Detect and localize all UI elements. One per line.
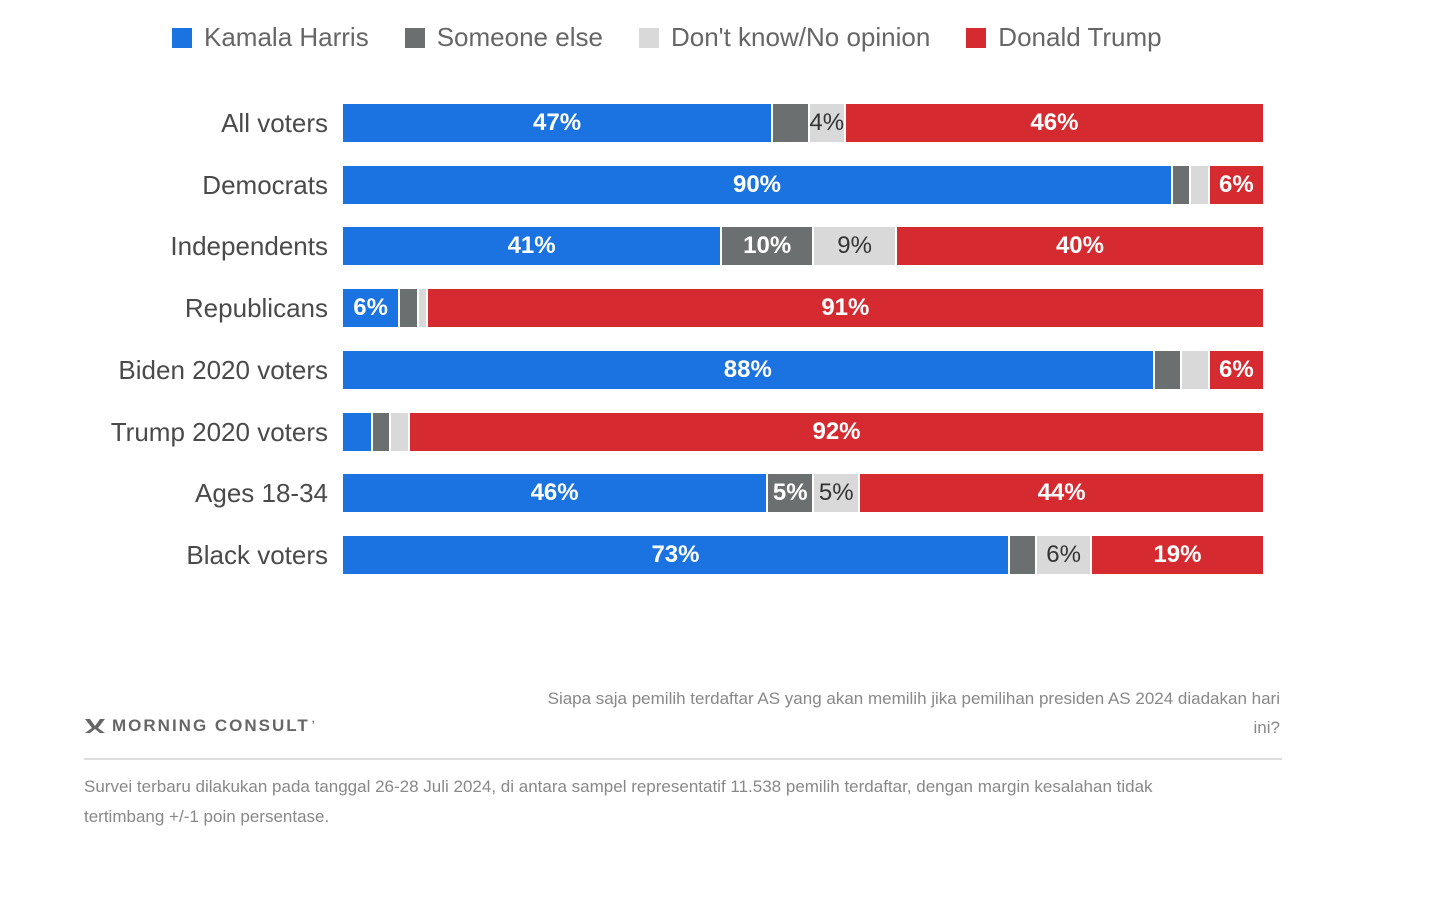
data-label: 6% <box>1219 170 1254 198</box>
category-label: Black voters <box>186 539 328 570</box>
data-label: 92% <box>812 417 861 445</box>
data-label: 6% <box>1046 540 1081 568</box>
bar-row: Black voters 73% 6% 19% <box>0 535 1440 574</box>
bar-segment-harris: 46% <box>343 474 767 513</box>
stacked-bar: 88% 6% <box>343 350 1263 389</box>
category-label: Trump 2020 voters <box>110 416 328 447</box>
bar-segment-dk: 5% <box>812 474 859 513</box>
bar-segment-trump: 92% <box>408 412 1263 451</box>
morning-consult-logo: MORNING CONSULT ʼ <box>84 716 315 736</box>
legend-label-trump: Donald Trump <box>998 22 1162 52</box>
data-label: 4% <box>809 109 845 136</box>
data-label: 5% <box>818 479 854 507</box>
bar-segment-trump: 40% <box>894 227 1263 266</box>
brand-name: MORNING CONSULT <box>112 716 310 735</box>
data-label: 46% <box>1030 109 1079 136</box>
data-label: 9% <box>837 232 872 260</box>
bar-segment-dk: 6% <box>1035 535 1090 574</box>
legend-label-dk: Don't know/No opinion <box>670 22 931 52</box>
stacked-bar: 6% 91% <box>343 289 1263 328</box>
bar-segment-dk <box>416 289 426 328</box>
bar-segment-harris: 6% <box>343 289 399 328</box>
category-label: All voters <box>221 108 328 138</box>
bar-segment-harris: 90% <box>343 165 1171 204</box>
bar-segment-someone <box>398 289 417 328</box>
bar-segment-harris: 88% <box>343 350 1153 389</box>
divider <box>84 758 1282 760</box>
bar-segment-trump: 44% <box>858 474 1263 513</box>
bar-row: Biden 2020 voters 88% 6% <box>0 350 1440 389</box>
legend-item-someone: Someone else <box>404 22 603 53</box>
bar-segment-someone <box>1152 350 1181 389</box>
data-label: 40% <box>1055 232 1104 260</box>
bar-segment-dk: 4% <box>807 104 845 142</box>
stacked-bar: 92% <box>343 412 1263 451</box>
brand-mark: ʼ <box>311 718 315 734</box>
bar-row: Democrats 90% 6% <box>0 165 1440 204</box>
legend-label-harris: Kamala Harris <box>204 22 369 52</box>
survey-footnote: Survei terbaru dilakukan pada tanggal 26… <box>84 777 1153 826</box>
bar-segment-trump: 46% <box>843 104 1263 142</box>
data-label: 5% <box>772 479 808 507</box>
legend-swatch-trump <box>966 27 987 48</box>
data-label: 47% <box>533 109 582 136</box>
data-label: 91% <box>821 294 870 322</box>
chart-legend: Kamala Harris Someone else Don't know/No o… <box>172 22 1198 53</box>
stacked-bar: 46% 5% 5% 44% <box>343 474 1263 513</box>
bar-segment-someone <box>1007 535 1036 574</box>
stacked-bar: 47% 4% 46% <box>343 104 1263 142</box>
bar-segment-trump: 91% <box>425 289 1263 328</box>
data-label: 46% <box>530 479 579 507</box>
data-label: 73% <box>651 540 700 568</box>
bar-segment-harris: 41% <box>343 227 721 266</box>
bar-segment-dk <box>389 412 409 451</box>
data-label: 10% <box>743 232 792 260</box>
data-label: 6% <box>353 294 388 322</box>
bar-segment-trump: 6% <box>1207 350 1263 389</box>
data-label: 44% <box>1037 479 1086 507</box>
bar-segment-someone <box>1171 165 1190 204</box>
data-label: 19% <box>1153 540 1202 568</box>
legend-swatch-harris <box>172 27 192 48</box>
bar-row: All voters 47% 4% 46% <box>0 104 1440 142</box>
stacked-bar: 41% 10% 9% 40% <box>343 227 1263 266</box>
bar-segment-someone: 5% <box>766 474 813 513</box>
morning-consult-logo-icon <box>85 719 105 733</box>
data-label: 90% <box>732 170 782 198</box>
category-label: Ages 18-34 <box>195 478 328 509</box>
bar-row: Trump 2020 voters 92% <box>0 412 1440 451</box>
legend-swatch-dk <box>638 27 659 48</box>
legend-label-someone: Someone else <box>436 22 603 52</box>
stacked-bar: 90% 6% <box>343 165 1263 204</box>
bar-segment-trump: 19% <box>1089 535 1263 574</box>
bar-segment-someone: 10% <box>720 227 813 266</box>
legend-item-dk: Don't know/No opinion <box>638 22 931 53</box>
category-label: Republicans <box>184 293 328 324</box>
category-label: Democrats <box>202 169 328 200</box>
bar-segment-harris: 73% <box>343 535 1008 574</box>
data-label: 41% <box>507 232 556 260</box>
category-label: Biden 2020 voters <box>118 354 328 385</box>
bar-segment-harris <box>343 412 371 451</box>
survey-question: Siapa saja pemilih terdaftar AS yang aka… <box>547 689 1280 737</box>
bar-segment-dk <box>1180 350 1208 389</box>
bar-row: Independents 41% 10% 9% 40% <box>0 227 1440 266</box>
bar-row: Republicans 6% 91% <box>0 289 1440 328</box>
category-label: Independents <box>170 231 328 262</box>
bar-row: Ages 18-34 46% 5% 5% 44% <box>0 474 1440 513</box>
bar-segment-someone <box>771 104 808 142</box>
legend-item-harris: Kamala Harris <box>172 22 369 53</box>
bar-segment-trump: 6% <box>1207 165 1263 204</box>
stacked-bar: 73% 6% 19% <box>343 535 1263 574</box>
legend-swatch-someone <box>404 27 425 48</box>
data-label: 88% <box>723 355 772 383</box>
bar-segment-dk <box>1189 165 1208 204</box>
bar-segment-someone <box>370 412 390 451</box>
bar-segment-harris: 47% <box>343 104 772 142</box>
bar-segment-dk: 9% <box>812 227 895 266</box>
data-label: 6% <box>1219 355 1254 383</box>
legend-item-trump: Donald Trump <box>966 22 1162 53</box>
